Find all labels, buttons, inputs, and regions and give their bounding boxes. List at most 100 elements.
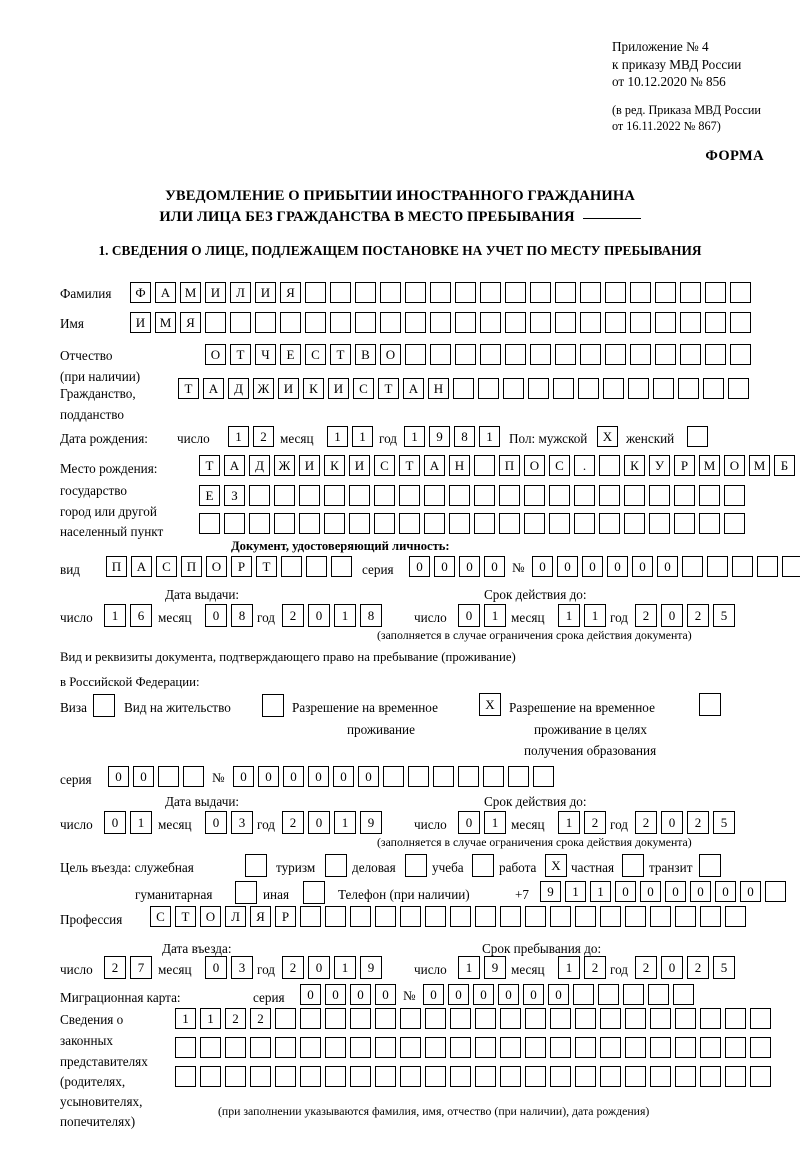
char-cell[interactable] (305, 282, 326, 303)
char-cell[interactable] (375, 1037, 396, 1058)
char-cell[interactable] (599, 455, 620, 476)
char-cell[interactable] (306, 556, 327, 577)
char-cell[interactable] (205, 312, 226, 333)
char-cell[interactable] (700, 1008, 721, 1029)
char-cell[interactable] (680, 344, 701, 365)
char-cell[interactable]: 2 (635, 811, 657, 834)
char-cell[interactable] (503, 378, 524, 399)
char-cell[interactable]: Р (275, 906, 296, 927)
char-cell[interactable] (699, 485, 720, 506)
char-cell[interactable]: 0 (133, 766, 154, 787)
char-cell[interactable] (580, 344, 601, 365)
char-cell[interactable]: 0 (104, 811, 126, 834)
char-cell[interactable]: Т (378, 378, 399, 399)
char-cell[interactable] (623, 984, 644, 1005)
char-cell[interactable] (550, 906, 571, 927)
char-cell[interactable] (225, 1037, 246, 1058)
char-cell[interactable] (230, 312, 251, 333)
char-cell[interactable] (524, 513, 545, 534)
char-cell[interactable]: 0 (205, 811, 227, 834)
char-cell[interactable] (625, 1066, 646, 1087)
char-cell[interactable] (580, 282, 601, 303)
char-cell[interactable] (349, 485, 370, 506)
char-cell[interactable] (158, 766, 179, 787)
char-cell[interactable] (530, 282, 551, 303)
sex-female-checkbox[interactable] (687, 426, 708, 447)
char-cell[interactable] (500, 906, 521, 927)
char-cell[interactable] (299, 513, 320, 534)
char-cell[interactable] (728, 378, 749, 399)
char-cell[interactable]: 5 (713, 956, 735, 979)
char-cell[interactable] (478, 378, 499, 399)
char-cell[interactable]: 2 (282, 956, 304, 979)
char-cell[interactable] (699, 513, 720, 534)
char-cell[interactable] (400, 1008, 421, 1029)
char-cell[interactable] (549, 513, 570, 534)
char-cell[interactable] (549, 485, 570, 506)
char-cell[interactable] (430, 344, 451, 365)
sex-male-checkbox[interactable]: X (597, 426, 618, 447)
char-cell[interactable]: Я (180, 312, 201, 333)
char-cell[interactable] (245, 854, 267, 877)
char-cell[interactable] (475, 1066, 496, 1087)
char-cell[interactable] (455, 282, 476, 303)
char-cell[interactable] (574, 513, 595, 534)
char-cell[interactable]: 2 (253, 426, 274, 447)
char-cell[interactable] (782, 556, 800, 577)
char-cell[interactable] (475, 1037, 496, 1058)
char-cell[interactable] (605, 312, 626, 333)
char-cell[interactable]: 2 (225, 1008, 246, 1029)
char-cell[interactable] (599, 513, 620, 534)
char-cell[interactable] (331, 556, 352, 577)
char-cell[interactable] (555, 312, 576, 333)
char-cell[interactable]: 0 (358, 766, 379, 787)
char-cell[interactable] (553, 378, 574, 399)
char-cell[interactable] (500, 1008, 521, 1029)
char-cell[interactable] (300, 1037, 321, 1058)
char-cell[interactable] (750, 1037, 771, 1058)
char-cell[interactable]: 9 (484, 956, 506, 979)
char-cell[interactable] (730, 344, 751, 365)
char-cell[interactable] (674, 485, 695, 506)
char-cell[interactable]: 2 (687, 956, 709, 979)
char-cell[interactable] (765, 881, 786, 902)
char-cell[interactable]: 2 (584, 811, 606, 834)
char-cell[interactable] (675, 1066, 696, 1087)
char-cell[interactable] (324, 513, 345, 534)
char-cell[interactable]: З (224, 485, 245, 506)
purpose-official-checkbox[interactable] (245, 854, 267, 877)
char-cell[interactable] (235, 881, 257, 904)
char-cell[interactable]: X (597, 426, 618, 447)
char-cell[interactable] (93, 694, 115, 717)
char-cell[interactable] (375, 1008, 396, 1029)
char-cell[interactable]: 0 (607, 556, 628, 577)
char-cell[interactable] (375, 1066, 396, 1087)
char-cell[interactable] (750, 1008, 771, 1029)
char-cell[interactable] (480, 344, 501, 365)
char-cell[interactable] (699, 854, 721, 877)
char-cell[interactable]: 2 (584, 956, 606, 979)
char-cell[interactable]: 5 (713, 604, 735, 627)
char-cell[interactable]: 2 (282, 811, 304, 834)
char-cell[interactable] (350, 1066, 371, 1087)
char-cell[interactable]: 0 (459, 556, 480, 577)
char-cell[interactable]: 0 (108, 766, 129, 787)
char-cell[interactable]: . (574, 455, 595, 476)
char-cell[interactable] (550, 1037, 571, 1058)
char-cell[interactable]: Д (228, 378, 249, 399)
char-cell[interactable] (725, 1008, 746, 1029)
char-cell[interactable] (574, 485, 595, 506)
legal-rep-row-3-input[interactable] (175, 1066, 771, 1087)
char-cell[interactable]: Д (249, 455, 270, 476)
char-cell[interactable] (703, 378, 724, 399)
